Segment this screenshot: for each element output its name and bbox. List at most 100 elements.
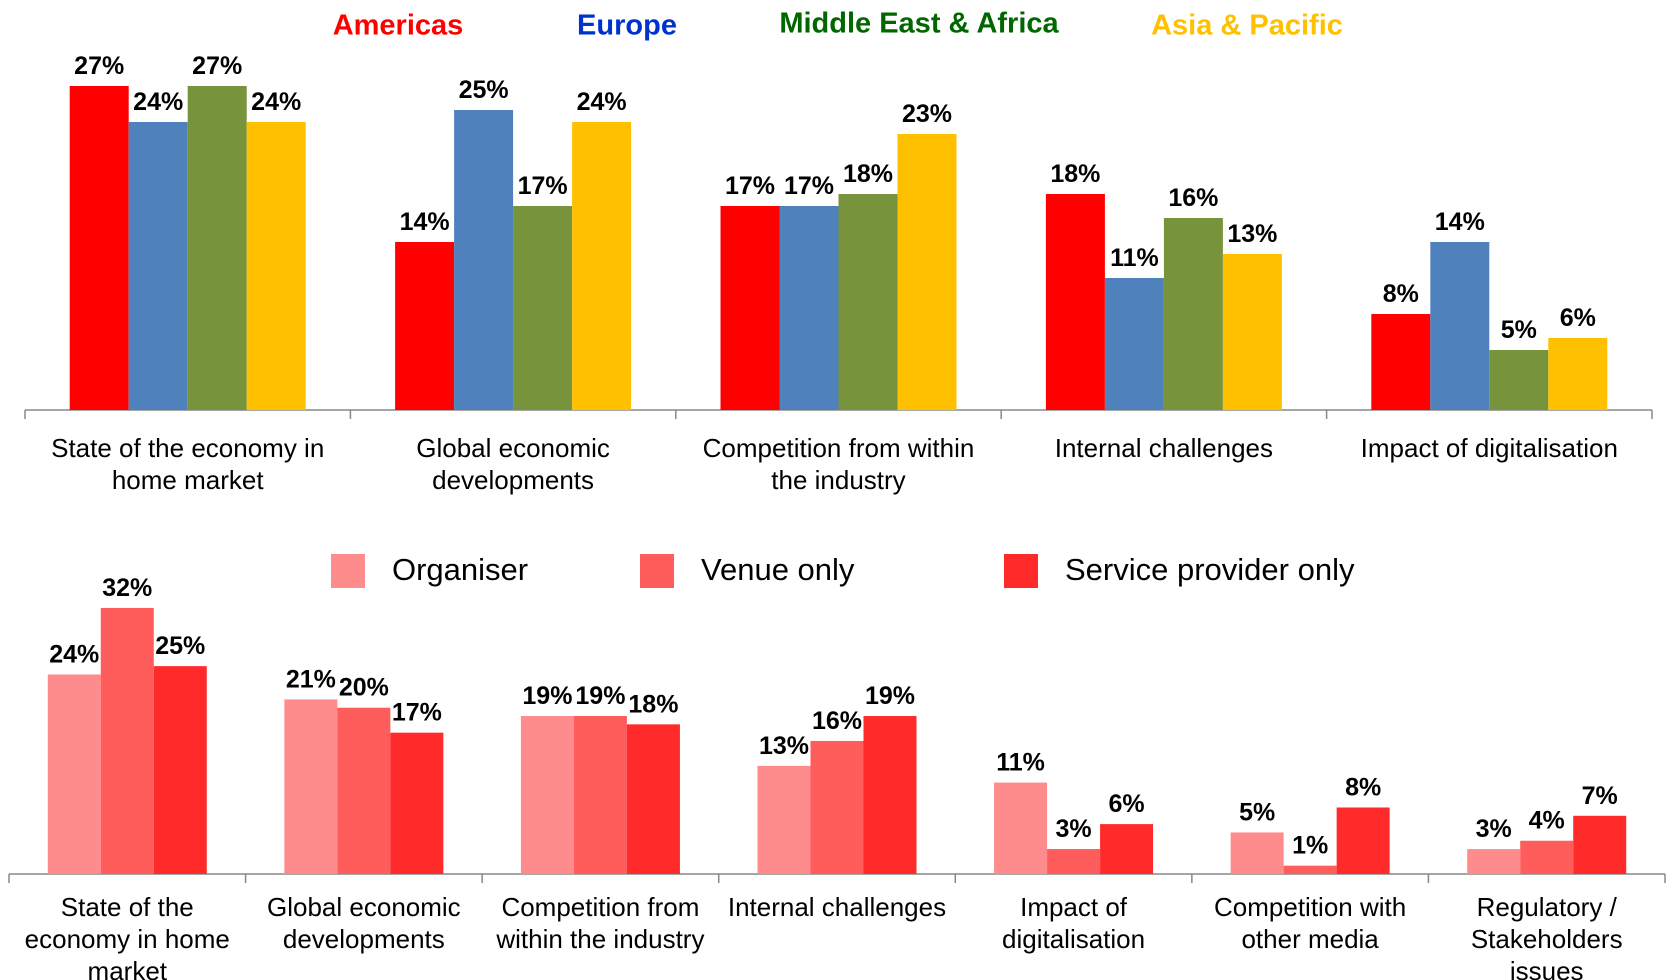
legend-label: Middle East & Africa [779,8,1059,40]
value-label: 32% [102,574,152,602]
legend-swatch [331,554,365,588]
value-label: 19% [865,682,915,710]
legend-label: Europe [577,10,677,42]
x-tick-label: State of the economy in home market [24,892,230,980]
bar [337,707,391,874]
value-label: 25% [459,76,509,104]
bar [1163,218,1223,410]
x-tick-label: Impact of digitalisation [1360,433,1618,463]
bar [779,206,839,410]
x-tick-label: Global economic developments [416,433,610,495]
bar [100,607,154,874]
value-label: 13% [1227,220,1277,248]
value-label: 19% [522,682,572,710]
bar [720,206,780,410]
x-tick-label: Internal challenges [1054,433,1274,463]
bar [47,674,101,874]
x-tick-label: Regulatory / Stakeholders issues [1470,892,1623,980]
bar [128,122,188,410]
value-label: 16% [1168,184,1218,212]
value-label: 3% [1476,815,1512,843]
bar [626,724,680,874]
value-label: 24% [577,88,627,116]
bar [1548,338,1608,410]
bar [994,782,1048,874]
bar [390,732,444,874]
bar [838,194,898,410]
value-label: 23% [902,100,952,128]
value-label: 20% [339,674,389,702]
bar [863,716,917,874]
value-label: 14% [400,208,450,236]
legend-label: Venue only [701,552,855,587]
x-tick-label: Impact of digitalisation [1002,892,1146,954]
x-tick-label: State of the economy in home market [51,433,325,495]
bar [1336,807,1390,874]
value-label: 8% [1383,280,1419,308]
bar [246,122,306,410]
bar [1430,242,1490,410]
legend-label: Service provider only [1065,552,1355,587]
value-label: 17% [518,172,568,200]
value-label: 7% [1582,782,1618,810]
value-label: 5% [1239,798,1275,826]
value-label: 1% [1292,832,1328,860]
value-label: 11% [1110,244,1159,272]
value-label: 6% [1109,790,1145,818]
legend-label: Asia & Pacific [1151,10,1343,42]
bar [1222,254,1282,410]
bar [1573,815,1627,874]
bar [1230,832,1284,874]
legend-label: Organiser [392,552,528,587]
bar [1104,278,1164,410]
bar [1100,824,1154,874]
bar [520,716,574,874]
bar [897,134,957,410]
value-label: 18% [843,160,893,188]
legend-swatch [640,554,674,588]
value-label: 16% [812,707,862,735]
bar [1045,194,1105,410]
bar [1283,865,1337,874]
value-label: 4% [1529,807,1565,835]
legend-swatch [1004,554,1038,588]
value-label: 17% [784,172,834,200]
bar [395,242,455,410]
value-label: 24% [251,88,301,116]
value-label: 3% [1056,815,1092,843]
bar [573,716,627,874]
bar [1467,849,1521,874]
value-label: 24% [133,88,183,116]
value-label: 24% [49,640,99,668]
x-tick-label: Competition from within the industry [496,892,705,954]
x-tick-label: Competition from within the industry [702,433,975,495]
bar [284,699,338,874]
value-label: 6% [1560,304,1596,332]
bar [1047,849,1101,874]
bar [187,86,247,410]
x-tick-label: Internal challenges [727,892,947,922]
bar [572,122,632,410]
bar [810,740,864,874]
bar [513,206,573,410]
bar [757,765,811,874]
value-label: 27% [192,52,242,80]
value-label: 17% [392,699,442,727]
x-tick-label: Global economic developments [267,892,461,954]
value-label: 19% [575,682,625,710]
value-label: 8% [1345,773,1381,801]
value-label: 14% [1435,208,1485,236]
bar [69,86,129,410]
value-label: 27% [74,52,124,80]
value-label: 21% [286,665,336,693]
bar [1520,840,1574,874]
x-tick-label: Competition with other media [1214,892,1407,954]
bar [153,666,207,874]
value-label: 17% [725,172,775,200]
bar [1371,314,1431,410]
value-label: 13% [759,732,809,760]
bar [1489,350,1549,410]
value-label: 11% [996,749,1045,777]
legend-label: Americas [333,10,464,42]
